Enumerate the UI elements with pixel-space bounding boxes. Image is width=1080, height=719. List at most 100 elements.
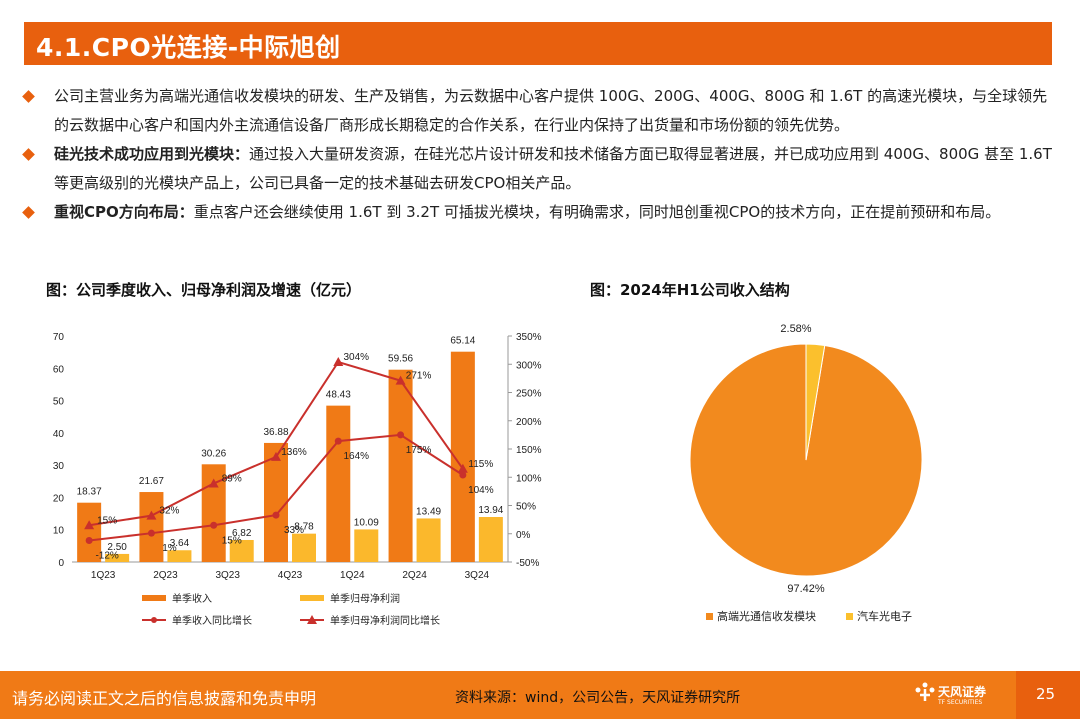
profit-growth-label: 32% xyxy=(159,506,179,517)
profit-growth-marker xyxy=(208,478,219,488)
profit-bar xyxy=(229,539,254,562)
title-bar: 4.1.CPO光连接-中际旭创 xyxy=(24,22,1052,65)
legend-label-revenue: 单季收入 xyxy=(172,592,212,605)
profit-growth-marker xyxy=(457,463,468,473)
profit-growth-marker xyxy=(395,375,406,385)
company-logo: 天风证券 TF SECURITIES xyxy=(912,679,1008,711)
legend-label-revenue-growth: 单季收入同比增长 xyxy=(172,614,252,627)
revenue-data-label: 65.14 xyxy=(450,336,475,347)
x-tick-label: 2Q23 xyxy=(153,570,178,581)
left-tick-label: 70 xyxy=(53,332,65,343)
revenue-bar xyxy=(326,405,351,562)
profit-data-label: 3.64 xyxy=(170,538,190,549)
bullet-heading: 硅光技术成功应用到光模块： xyxy=(54,145,250,163)
revenue-growth-label: -12% xyxy=(95,551,118,562)
revenue-growth-marker xyxy=(334,437,342,445)
bullet-text: 公司主营业务为高端光通信收发模块的研发、生产及销售，为云数据中心客户提供 100… xyxy=(54,87,1048,134)
profit-data-label: 6.82 xyxy=(232,528,252,539)
right-tick-label: 50% xyxy=(516,502,536,513)
right-tick-label: 300% xyxy=(516,360,542,371)
diamond-bullet-icon xyxy=(22,90,35,103)
profit-growth-label: 304% xyxy=(343,352,369,363)
revenue-growth-label: 33% xyxy=(284,525,304,536)
revenue-growth-marker xyxy=(210,521,218,529)
page-number-box xyxy=(1016,671,1080,719)
profit-bar xyxy=(292,533,316,562)
footer: 请务必阅读正文之后的信息披露和免责申明 资料来源：wind，公司公告，天风证券研… xyxy=(0,671,1080,719)
pie-value-label: 97.42% xyxy=(787,583,825,595)
revenue-growth-label: 175% xyxy=(406,445,432,456)
footer-disclaimer: 请务必阅读正文之后的信息披露和免责申明 xyxy=(12,689,317,708)
x-tick-label: 1Q23 xyxy=(91,570,116,581)
profit-growth-marker xyxy=(84,520,95,530)
profit-growth-marker xyxy=(271,451,281,461)
right-tick-label: 150% xyxy=(516,445,542,456)
revenue-bar xyxy=(77,502,102,562)
right-tick-label: -50% xyxy=(516,558,539,569)
profit-growth-label: 136% xyxy=(281,447,307,458)
figure1-title: 图：公司季度收入、归母净利润及增速（亿元） xyxy=(46,281,362,299)
revenue-growth-marker xyxy=(85,537,93,545)
legend-label: 汽车光电子 xyxy=(857,609,912,623)
right-tick-label: 0% xyxy=(516,530,531,541)
diamond-bullet-icon xyxy=(22,206,35,219)
legend-swatch-profit xyxy=(300,595,324,601)
profit-data-label: 13.94 xyxy=(478,505,503,516)
revenue-bar xyxy=(139,492,164,562)
revenue-data-label: 21.67 xyxy=(139,476,164,487)
legend-label-profit-growth: 单季归母净利润同比增长 xyxy=(330,614,440,627)
profit-growth-label: 89% xyxy=(222,473,242,484)
bullet-item-1: 公司主营业务为高端光通信收发模块的研发、生产及销售，为云数据中心客户提供 100… xyxy=(22,82,1062,140)
revenue-growth-marker xyxy=(147,529,155,537)
revenue-data-label: 59.56 xyxy=(388,354,413,365)
x-tick-label: 4Q23 xyxy=(278,570,303,581)
bullet-list: 公司主营业务为高端光通信收发模块的研发、生产及销售，为云数据中心客户提供 100… xyxy=(22,82,1062,227)
profit-growth-label: 271% xyxy=(406,371,432,382)
profit-data-label: 8.78 xyxy=(294,522,314,533)
profit-growth-label: 115% xyxy=(468,459,493,470)
bullet-item-2: 硅光技术成功应用到光模块：通过投入大量研发资源，在硅光芯片设计研发和技术储备方面… xyxy=(22,140,1062,198)
revenue-structure-pie-chart: 97.42% 2.58% 高端光通信收发模块 汽车光电子 xyxy=(690,323,923,623)
logo-text: 天风证券 xyxy=(938,685,987,699)
diamond-bullet-icon xyxy=(22,148,35,161)
legend-label: 高端光通信收发模块 xyxy=(717,609,816,623)
profit-bar xyxy=(167,550,192,562)
logo-icon xyxy=(915,682,935,701)
profit-growth-marker xyxy=(146,510,157,520)
bullet-text: 通过投入大量研发资源，在硅光芯片设计研发和技术储备方面已取得显著进展，并已成功应… xyxy=(54,145,1052,192)
left-tick-label: 30 xyxy=(53,461,65,472)
revenue-bar xyxy=(388,369,413,562)
bullet-item-3: 重视CPO方向布局：重点客户还会继续使用 1.6T 到 3.2T 可插拔光模块，… xyxy=(22,198,1062,227)
left-tick-label: 10 xyxy=(53,526,65,537)
profit-bar xyxy=(478,516,503,562)
revenue-data-label: 48.43 xyxy=(326,390,351,401)
right-tick-label: 100% xyxy=(516,473,542,484)
revenue-growth-marker xyxy=(397,431,405,439)
revenue-growth-label: 164% xyxy=(343,451,369,462)
revenue-growth-label: 15% xyxy=(222,535,242,546)
pie-slice xyxy=(805,343,826,461)
profit-data-label: 10.09 xyxy=(354,517,379,528)
revenue-growth-label: 1% xyxy=(162,543,177,554)
profit-data-label: 13.49 xyxy=(416,506,441,517)
profit-growth-label: 15% xyxy=(97,515,117,526)
legend-marker-revenue-growth xyxy=(151,617,157,623)
right-tick-label: 350% xyxy=(516,332,542,343)
x-tick-label: 3Q23 xyxy=(215,570,240,581)
page-title: 4.1.CPO光连接-中际旭创 xyxy=(36,33,341,62)
legend-label-profit: 单季归母净利润 xyxy=(330,592,400,605)
left-tick-label: 40 xyxy=(53,429,65,440)
x-tick-label: 3Q24 xyxy=(465,570,490,581)
logo-subtext: TF SECURITIES xyxy=(938,699,983,706)
x-tick-label: 1Q24 xyxy=(340,570,365,581)
x-tick-label: 2Q24 xyxy=(402,570,427,581)
revenue-bar xyxy=(264,442,288,562)
revenue-growth-marker xyxy=(459,471,467,479)
revenue-data-label: 36.88 xyxy=(263,427,288,438)
right-tick-label: 250% xyxy=(516,389,542,400)
right-tick-label: 200% xyxy=(516,417,542,428)
revenue-growth-label: 104% xyxy=(468,485,494,496)
profit-bar xyxy=(416,518,441,562)
left-tick-label: 50 xyxy=(53,397,65,408)
pie-value-label: 2.58% xyxy=(780,323,811,335)
